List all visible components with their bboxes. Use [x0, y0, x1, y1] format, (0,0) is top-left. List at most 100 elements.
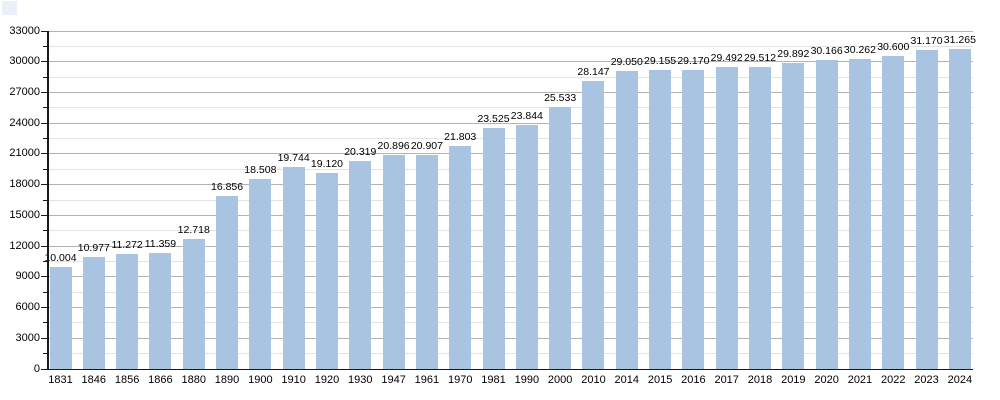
x-axis-label: 2021 — [847, 374, 873, 386]
x-axis-label: 2015 — [647, 374, 673, 386]
y-axis-label: 15000 — [9, 208, 40, 221]
bar-value-label: 16.856 — [210, 181, 244, 194]
x-axis-label: 2022 — [881, 374, 906, 386]
y-axis-tick — [41, 91, 47, 93]
bar-value-label: 29.512 — [743, 51, 777, 64]
y-axis-tick — [43, 260, 47, 262]
y-axis-tick — [43, 230, 47, 232]
x-axis-label: 1920 — [314, 374, 340, 386]
y-axis-tick — [41, 153, 47, 155]
bar — [882, 55, 905, 369]
bar — [349, 160, 372, 369]
bar-value-label: 29.050 — [610, 56, 643, 69]
y-axis-tick — [41, 214, 47, 216]
x-axis-label: 1910 — [281, 374, 306, 386]
y-axis-tick — [41, 307, 47, 309]
bar-value-label: 10.004 — [44, 251, 77, 264]
bar-value-label: 23.525 — [477, 113, 510, 126]
y-axis-tick — [43, 76, 47, 78]
bar — [815, 60, 838, 369]
bar — [382, 154, 405, 369]
x-axis-label: 2017 — [714, 374, 739, 386]
y-axis-tick — [41, 368, 47, 370]
bar — [549, 107, 572, 369]
bar-value-label: 20.319 — [344, 145, 377, 158]
bar — [682, 70, 705, 369]
bar — [782, 62, 805, 369]
bar — [915, 49, 938, 369]
x-axis-line — [47, 368, 973, 370]
y-axis-label: 18000 — [9, 178, 40, 191]
y-axis-label: 27000 — [9, 85, 40, 98]
bar — [282, 166, 305, 369]
y-axis-label: 9000 — [15, 270, 40, 283]
x-axis-label: 2000 — [547, 374, 573, 386]
x-axis-label: 2024 — [947, 374, 973, 386]
y-axis-label: 0 — [33, 362, 40, 375]
gridline-major — [47, 30, 973, 32]
y-axis-tick — [43, 291, 47, 293]
x-axis-label: 2020 — [814, 374, 839, 386]
y-axis-line — [47, 31, 49, 370]
bar-value-label: 11.359 — [144, 237, 177, 250]
bar-value-label: 25.533 — [544, 92, 577, 105]
x-axis-label: 2014 — [614, 374, 640, 386]
bar — [515, 124, 538, 369]
bar-value-label: 29.155 — [644, 55, 677, 68]
bar — [116, 253, 139, 369]
bar-value-label: 30.600 — [877, 40, 910, 53]
x-axis-label: 1970 — [447, 374, 473, 386]
y-axis-label: 30000 — [9, 55, 40, 68]
bar — [415, 154, 438, 369]
bar — [848, 59, 871, 369]
bar — [49, 266, 72, 369]
y-axis-label: 6000 — [15, 301, 40, 314]
bar-value-label: 29.892 — [777, 47, 810, 60]
x-axis-label: 2018 — [747, 374, 773, 386]
bar-value-label: 11.272 — [111, 238, 143, 251]
bar — [216, 196, 239, 369]
y-axis-tick — [41, 276, 47, 278]
y-axis-tick — [41, 337, 47, 339]
bar-value-label: 23.844 — [510, 109, 543, 122]
bar — [182, 238, 205, 369]
bar-value-label: 29.492 — [710, 51, 743, 64]
x-axis-label: 1880 — [181, 374, 206, 386]
x-axis-label: 1846 — [81, 374, 107, 386]
x-axis-label: 1890 — [214, 374, 240, 386]
x-axis-label: 2023 — [914, 374, 939, 386]
y-axis-label: 3000 — [15, 331, 40, 344]
y-axis-tick — [43, 353, 47, 355]
x-axis-label: 1930 — [348, 374, 373, 386]
y-axis-tick — [41, 61, 47, 63]
bar-value-label: 10.977 — [77, 241, 110, 254]
bar-value-label: 31.170 — [910, 34, 943, 47]
x-axis-label: 2016 — [681, 374, 706, 386]
y-axis-tick — [43, 107, 47, 109]
x-axis-label: 1947 — [381, 374, 406, 386]
bar — [649, 70, 672, 369]
bar — [615, 71, 638, 369]
bar-value-label: 18.508 — [244, 164, 277, 177]
y-axis-label: 24000 — [9, 116, 40, 129]
bar — [582, 80, 605, 369]
y-axis-label: 21000 — [9, 147, 40, 160]
bar — [948, 48, 971, 369]
bar-value-label: 30.166 — [810, 45, 843, 58]
y-axis-tick — [43, 138, 47, 140]
bar — [82, 256, 105, 369]
bar — [315, 173, 338, 369]
bar-value-label: 12.718 — [177, 223, 210, 236]
y-axis-tick — [41, 245, 47, 247]
corner-color-swatch — [2, 1, 17, 15]
bar-value-label: 19.744 — [277, 151, 310, 164]
y-axis-label: 12000 — [9, 239, 40, 252]
bar-value-label: 30.262 — [843, 44, 876, 57]
bar — [449, 145, 472, 369]
x-axis-label: 1990 — [514, 374, 540, 386]
y-axis-tick — [43, 168, 47, 170]
x-axis-label: 2019 — [781, 374, 806, 386]
bar-value-label: 19.120 — [310, 158, 344, 171]
y-axis-label: 33000 — [9, 24, 40, 37]
